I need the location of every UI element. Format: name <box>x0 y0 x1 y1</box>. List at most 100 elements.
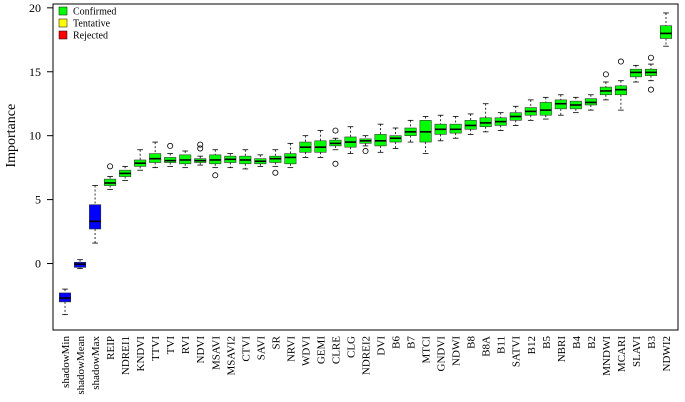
category-label: B6 <box>391 336 403 349</box>
outlier-point <box>272 169 279 176</box>
category-label: shadowMin <box>60 336 72 388</box>
category-label: SATVI <box>511 336 523 368</box>
outlier-point <box>167 142 174 149</box>
box-shadowMax <box>89 185 102 244</box>
box-SLAVI <box>629 64 642 83</box>
outlier-point <box>212 172 219 179</box>
category-label: B8 <box>466 336 478 349</box>
box-body <box>89 204 102 230</box>
legend-swatch <box>58 30 68 40</box>
box-RVI <box>179 150 192 169</box>
box-NRVI <box>284 142 297 169</box>
box-MTCI <box>419 116 432 154</box>
category-label: NDWI2 <box>661 336 673 371</box>
legend-label: Tentative <box>73 19 111 30</box>
category-label: B3 <box>646 336 658 349</box>
box-B2 <box>584 94 597 111</box>
y-axis-title: Importance <box>4 104 19 168</box>
legend-item: Tentative <box>58 18 111 30</box>
category-label: MCARI <box>616 336 628 372</box>
category-label: SAVI <box>255 336 267 361</box>
box-B8A <box>479 103 492 133</box>
category-label: SLAVI <box>631 336 643 367</box>
outlier-point <box>602 71 609 78</box>
box-NDWI2 <box>659 12 672 47</box>
category-label: MSAVI2 <box>225 336 237 376</box>
box-GNDVI <box>434 114 447 142</box>
legend-item: Rejected <box>58 30 108 42</box>
category-label: NDWI <box>451 336 463 366</box>
box-CLG <box>344 126 357 154</box>
category-label: B12 <box>526 336 538 354</box>
outlier-point <box>647 86 654 93</box>
category-label: NDREI1 <box>120 336 132 375</box>
box-SR <box>269 149 282 176</box>
category-label: CLRE <box>330 336 342 364</box>
box-body <box>539 102 552 116</box>
category-label: REIP <box>105 336 117 360</box>
box-B5 <box>539 96 552 120</box>
category-label: TTVI <box>150 336 162 361</box>
box-NBRI <box>554 94 567 116</box>
category-label: B2 <box>586 336 598 349</box>
box-B3 <box>644 54 657 93</box>
category-label: B11 <box>496 336 508 354</box>
category-label: NBRI <box>556 336 568 363</box>
category-label: GEMI <box>315 336 327 364</box>
box-B8 <box>464 113 477 135</box>
box-NDWI <box>449 116 462 139</box>
box-B7 <box>404 119 417 143</box>
box-shadowMean <box>74 259 87 270</box>
box-CTVI <box>239 149 252 170</box>
legend-item: Confirmed <box>58 7 116 18</box>
box-MSAVI <box>209 149 222 179</box>
boxes <box>59 12 672 316</box>
outlier-point <box>332 160 339 167</box>
box-MNDWI <box>599 71 612 101</box>
category-label: MTCI <box>421 336 433 364</box>
category-label: MNDWI <box>601 336 613 376</box>
legend-swatch <box>58 18 68 28</box>
plot-frame <box>52 3 679 331</box>
category-label: CLG <box>345 336 357 358</box>
y-axis: 0 5 10 15 20 <box>29 1 54 271</box>
category-label: NDREI2 <box>361 336 373 375</box>
box-TVI <box>164 142 177 167</box>
category-label: SR <box>270 335 282 349</box>
box-TTVI <box>149 141 162 169</box>
box-CLRE <box>329 127 342 167</box>
box-WDVI <box>299 135 312 158</box>
category-label: shadowMean <box>75 336 87 395</box>
y-tick-label: 5 <box>35 193 41 207</box>
box-REIP <box>104 163 117 190</box>
outlier-point <box>107 163 114 170</box>
box-B12 <box>524 99 537 121</box>
category-label: TVI <box>165 336 177 355</box>
outlier-point <box>362 148 369 155</box>
category-label: MSAVI <box>210 336 222 370</box>
box-GEMI <box>314 130 327 158</box>
outlier-point <box>617 58 624 65</box>
outlier-point <box>197 145 204 152</box>
category-label: CTVI <box>240 336 252 362</box>
category-label: B7 <box>406 336 418 349</box>
box-MSAVI2 <box>224 153 237 169</box>
box-body <box>284 153 297 165</box>
box-NDREI2 <box>359 135 372 155</box>
y-tick-label: 10 <box>29 129 41 143</box>
category-label: NDVI <box>195 336 207 364</box>
category-label: DVI <box>376 336 388 356</box>
box-MCARI <box>614 58 627 111</box>
y-tick-label: 20 <box>29 1 41 15</box>
box-KNDVI <box>134 149 147 171</box>
box-NDVI <box>194 141 207 166</box>
box-DVI <box>374 123 387 153</box>
category-label: B5 <box>541 336 553 349</box>
box-SATVI <box>509 105 522 126</box>
category-label: RVI <box>180 336 192 354</box>
category-label: KNDVI <box>135 336 147 372</box>
category-label: B8A <box>481 336 493 357</box>
box-B11 <box>494 112 507 131</box>
